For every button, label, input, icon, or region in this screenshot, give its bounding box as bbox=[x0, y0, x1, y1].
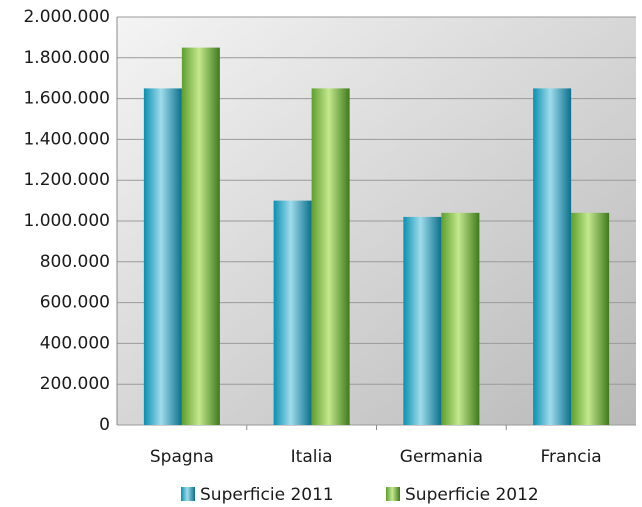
bar bbox=[533, 88, 572, 426]
y-tick-label: 0 bbox=[99, 415, 110, 435]
y-tick-label: 1.600.000 bbox=[23, 89, 110, 109]
bar bbox=[181, 47, 220, 425]
legend-swatch bbox=[181, 487, 195, 501]
bar bbox=[441, 212, 480, 425]
bar bbox=[273, 200, 312, 425]
x-tick-label: Germania bbox=[400, 447, 483, 467]
x-tick-label: Francia bbox=[541, 447, 602, 467]
y-tick-label: 200.000 bbox=[40, 374, 110, 394]
y-tick-label: 2.000.000 bbox=[23, 7, 110, 27]
y-tick-label: 1.000.000 bbox=[23, 211, 110, 231]
x-tick-label: Italia bbox=[291, 447, 333, 467]
bar bbox=[143, 88, 182, 426]
bar bbox=[311, 88, 350, 426]
legend-label: Superficie 2011 bbox=[200, 485, 334, 505]
legend-label: Superficie 2012 bbox=[405, 485, 539, 505]
y-tick-label: 1.200.000 bbox=[23, 170, 110, 190]
bar bbox=[403, 216, 442, 425]
y-tick-label: 400.000 bbox=[40, 333, 110, 353]
x-tick-label: Spagna bbox=[150, 447, 214, 467]
y-tick-label: 1.400.000 bbox=[23, 129, 110, 149]
y-tick-label: 1.800.000 bbox=[23, 48, 110, 68]
y-tick-label: 600.000 bbox=[40, 293, 110, 313]
y-tick-label: 800.000 bbox=[40, 252, 110, 272]
legend-swatch bbox=[386, 487, 400, 501]
bar bbox=[571, 212, 610, 425]
